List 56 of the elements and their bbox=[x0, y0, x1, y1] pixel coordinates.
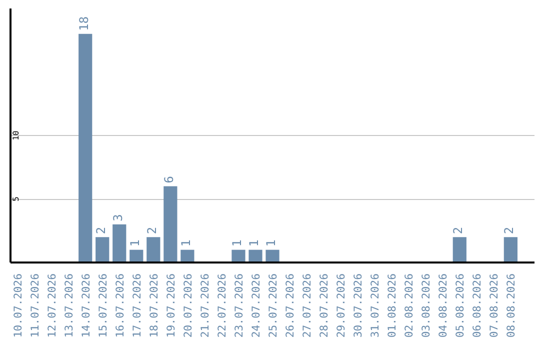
data-label: 1 bbox=[178, 240, 193, 247]
x-tick-label: 11.07.2026 bbox=[28, 274, 42, 338]
bar bbox=[96, 237, 110, 262]
x-tick-label: 27.07.2026 bbox=[300, 274, 314, 338]
x-tick-label: 22.07.2026 bbox=[215, 274, 228, 338]
x-tick-label: 25.07.2026 bbox=[266, 274, 280, 338]
x-tick-label: 17.07.2026 bbox=[130, 274, 144, 338]
bar bbox=[180, 250, 194, 262]
bar bbox=[112, 224, 126, 262]
bar bbox=[78, 34, 92, 262]
data-label: 3 bbox=[110, 214, 125, 222]
bar bbox=[452, 237, 466, 262]
x-tick-label: 26.07.2026 bbox=[284, 274, 297, 338]
data-label: 1 bbox=[264, 240, 278, 247]
x-tick-label: 24.07.2026 bbox=[249, 274, 262, 338]
x-tick-label: 13.07.2026 bbox=[62, 274, 76, 338]
x-tick-label: 07.08.2026 bbox=[488, 274, 501, 338]
data-label: 1 bbox=[128, 240, 142, 247]
x-tick-label: 15.07.2026 bbox=[96, 274, 110, 338]
data-label: 1 bbox=[246, 240, 261, 247]
x-tick-label: 31.07.2026 bbox=[368, 274, 382, 338]
data-label: 2 bbox=[451, 226, 466, 234]
x-tick-label: 20.07.2026 bbox=[181, 274, 194, 338]
x-tick-label: 19.07.2026 bbox=[164, 274, 178, 338]
bar bbox=[164, 186, 178, 262]
x-tick-label: 05.08.2026 bbox=[454, 274, 467, 338]
x-tick-label: 10.07.2026 bbox=[11, 274, 24, 338]
x-tick-label: 29.07.2026 bbox=[334, 274, 348, 338]
x-tick-label: 12.07.2026 bbox=[45, 274, 58, 338]
bar bbox=[130, 250, 144, 262]
data-label: 2 bbox=[502, 226, 516, 234]
x-tick-label: 16.07.2026 bbox=[113, 274, 126, 338]
x-tick-label: 04.08.2026 bbox=[436, 274, 450, 338]
y-tick-label: 5 bbox=[12, 196, 20, 202]
x-tick-label: 03.08.2026 bbox=[420, 274, 433, 338]
x-tick-label: 28.07.2026 bbox=[318, 274, 331, 338]
x-tick-label: 02.08.2026 bbox=[402, 274, 416, 338]
x-tick-label: 14.07.2026 bbox=[79, 274, 92, 338]
bar bbox=[232, 250, 246, 262]
x-tick-label: 01.08.2026 bbox=[386, 274, 399, 338]
data-label: 18 bbox=[76, 16, 91, 31]
x-tick-label: 21.07.2026 bbox=[198, 274, 212, 338]
y-tick-label: 10 bbox=[12, 130, 20, 140]
bar bbox=[504, 237, 518, 262]
x-tick-label: 08.08.2026 bbox=[504, 274, 518, 338]
bar bbox=[248, 250, 262, 262]
x-tick-label: 30.07.2026 bbox=[352, 274, 365, 338]
data-label: 2 bbox=[94, 226, 108, 234]
x-tick-label: 06.08.2026 bbox=[470, 274, 484, 338]
x-tick-label: 23.07.2026 bbox=[232, 274, 246, 338]
bar bbox=[266, 250, 280, 262]
bar bbox=[146, 237, 160, 262]
data-label: 1 bbox=[230, 240, 244, 247]
x-tick-label: 18.07.2026 bbox=[147, 274, 160, 338]
data-label: 2 bbox=[144, 226, 159, 234]
data-label: 6 bbox=[162, 176, 176, 184]
